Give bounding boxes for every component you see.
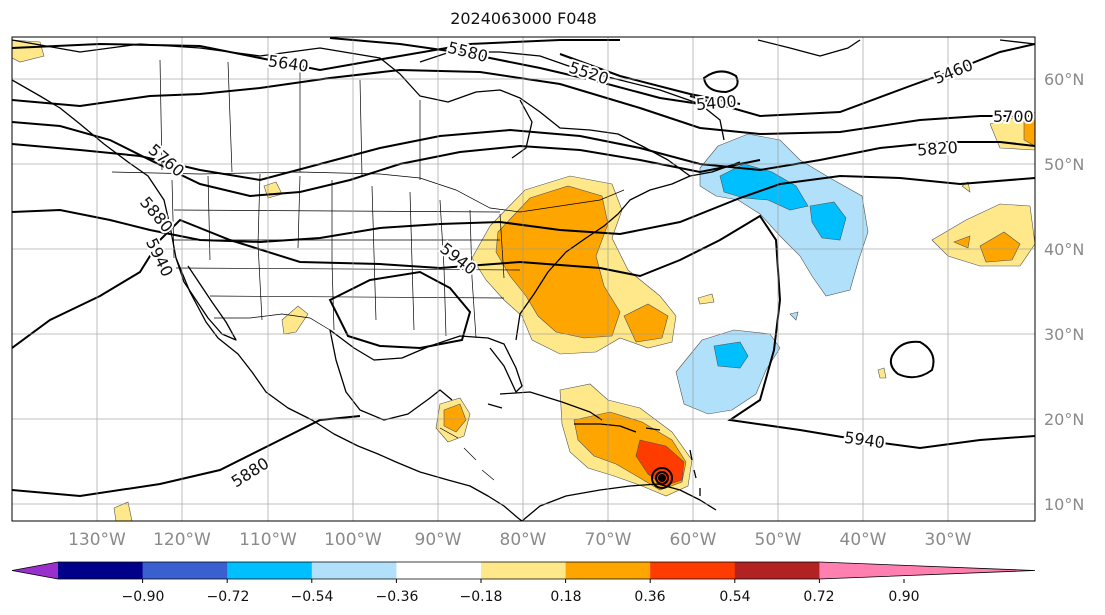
lon-label: 120°W bbox=[153, 530, 211, 550]
colorbar bbox=[11, 561, 1036, 583]
lon-label: 110°W bbox=[239, 530, 297, 550]
colorbar-segment bbox=[481, 562, 567, 579]
lon-label: 70°W bbox=[585, 530, 632, 550]
lon-label: 80°W bbox=[500, 530, 547, 550]
colorbar-segment bbox=[650, 562, 736, 579]
lon-label: 50°W bbox=[755, 530, 802, 550]
colorbar-tick-label: −0.18 bbox=[460, 589, 503, 605]
lat-label: 10°N bbox=[1044, 495, 1084, 514]
colorbar-tick-label: 0.90 bbox=[888, 589, 919, 605]
lon-label: 130°W bbox=[68, 530, 126, 550]
lon-label: 30°W bbox=[925, 530, 972, 550]
lat-label: 50°N bbox=[1044, 155, 1084, 174]
latitude-labels: 60°N 50°N 40°N 30°N 20°N 10°N bbox=[1044, 70, 1084, 514]
colorbar-segment bbox=[227, 562, 313, 579]
colorbar-tick-label: 0.36 bbox=[634, 589, 665, 605]
gridlines bbox=[12, 37, 1035, 521]
map-frame bbox=[11, 36, 1036, 522]
map-title: 2024063000 F048 bbox=[450, 9, 597, 28]
lon-label: 100°W bbox=[324, 530, 382, 550]
colorbar-segment bbox=[142, 562, 228, 579]
lat-label: 40°N bbox=[1044, 240, 1084, 259]
lon-label: 60°W bbox=[670, 530, 717, 550]
contour-label: 5820 bbox=[916, 138, 958, 160]
lat-label: 20°N bbox=[1044, 410, 1084, 429]
height-contours bbox=[12, 37, 1035, 498]
colorbar-tick-label: −0.90 bbox=[122, 589, 165, 605]
lon-label: 40°W bbox=[840, 530, 887, 550]
longitude-labels: 130°W 120°W 110°W 100°W 90°W 80°W 70°W 6… bbox=[68, 530, 972, 550]
colorbar-segment bbox=[565, 562, 651, 579]
colorbar-tick-label: 0.54 bbox=[719, 589, 750, 605]
contour-label: 5400 bbox=[695, 92, 737, 114]
colorbar-tick-label: −0.54 bbox=[291, 589, 334, 605]
colorbar-segment bbox=[734, 562, 820, 579]
colorbar-tick-label: 0.72 bbox=[803, 589, 834, 605]
colorbar-segment bbox=[311, 562, 397, 579]
contour-label: 5940 bbox=[843, 428, 886, 452]
colorbar-outline bbox=[11, 561, 1036, 580]
colorbar-tick-label: −0.72 bbox=[207, 589, 250, 605]
colorbar-extend-high bbox=[819, 562, 1035, 579]
colorbar-segment bbox=[58, 562, 144, 579]
hurricane-center-marker bbox=[658, 474, 666, 482]
colorbar-segment bbox=[396, 562, 482, 579]
colorbar-tick-label: 0.18 bbox=[550, 589, 581, 605]
negative-anomaly-shading bbox=[675, 133, 869, 415]
contour-label: 5700 bbox=[993, 107, 1034, 126]
colorbar-extend-low bbox=[12, 562, 58, 579]
colorbar-tick-labels: −0.90 −0.72 −0.54 −0.36 −0.18 0.18 0.36 … bbox=[122, 589, 920, 605]
lat-label: 60°N bbox=[1044, 70, 1084, 89]
lon-label: 90°W bbox=[415, 530, 462, 550]
colorbar-tick-label: −0.36 bbox=[376, 589, 419, 605]
lat-label: 30°N bbox=[1044, 325, 1084, 344]
